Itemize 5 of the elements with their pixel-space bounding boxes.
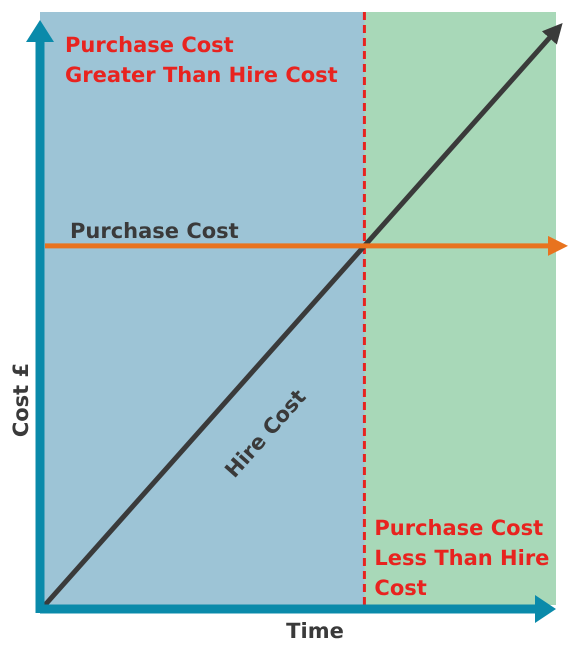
y-axis-title: Cost £ [9, 362, 33, 438]
x-axis-title: Time [286, 619, 344, 643]
annotation: Purchase Cost Less Than Hire Cost [374, 516, 550, 600]
series-label: Purchase Cost [70, 218, 239, 243]
annotation: Purchase Cost Greater Than Hire Cost [65, 33, 338, 87]
